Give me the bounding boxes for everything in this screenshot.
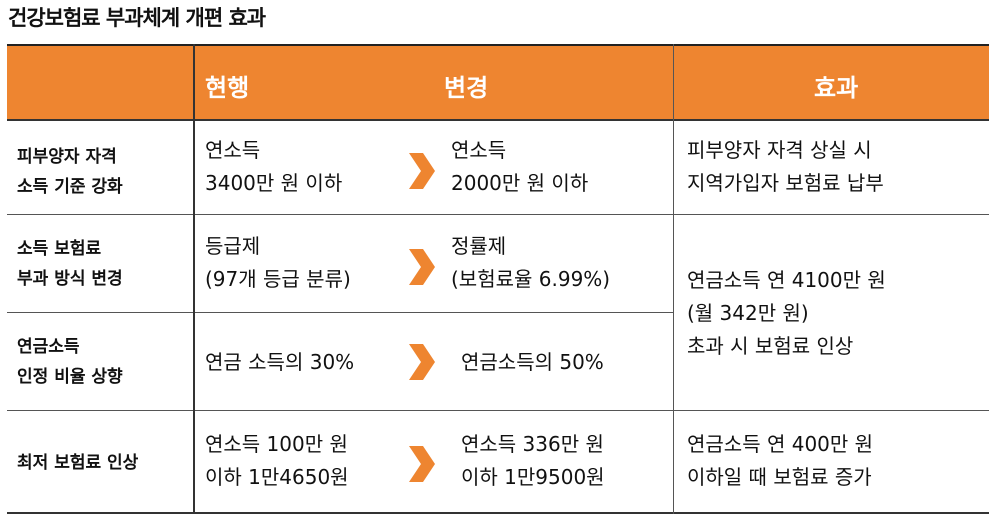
chevron-right-icon: [409, 446, 435, 482]
chevron-right-icon: [409, 249, 435, 285]
row-label: 연금소득 인정 비율 상향: [17, 337, 123, 387]
row-label: 최저 보험료 인상: [17, 453, 139, 473]
current-value: 연소득 3400만 원 이하: [205, 138, 343, 195]
row-label: 소득 보험료 부과 방식 변경: [17, 239, 123, 289]
row-divider: [7, 410, 989, 411]
label-column-divider: [193, 44, 195, 514]
chevron-right-icon: [409, 153, 435, 189]
table-bottom-border: [7, 512, 989, 514]
table-header: 현행 변경 효과: [7, 44, 989, 120]
changed-value: 연소득 336만 원 이하 1만9500원: [461, 432, 605, 489]
current-value: 연금 소득의 30%: [205, 350, 355, 374]
changed-value: 연금소득의 50%: [461, 350, 604, 374]
changed-value: 정률제 (보험료율 6.99%): [451, 234, 611, 291]
header-current: 현행: [205, 74, 250, 102]
row-divider: [7, 214, 989, 215]
header-changed: 변경: [444, 74, 489, 102]
merged-effect-value: 연금소득 연 4100만 원 (월 342만 원) 초과 시 보험료 인상: [687, 268, 886, 358]
header-effect: 효과: [814, 74, 859, 102]
page-title: 건강보험료 부과체계 개편 효과: [8, 6, 266, 30]
effect-value: 연금소득 연 400만 원 이하일 때 보험료 증가: [687, 432, 874, 489]
row-label: 피부양자 자격 소득 기준 강화: [17, 147, 123, 197]
effect-value: 피부양자 자격 상실 시 지역가입자 보험료 납부: [687, 138, 884, 195]
current-value: 연소득 100만 원 이하 1만4650원: [205, 432, 349, 489]
header-divider: [7, 119, 989, 121]
changed-value: 연소득 2000만 원 이하: [451, 138, 589, 195]
chevron-right-icon: [409, 344, 435, 380]
reform-table: 현행 변경 효과 피부양자 자격 소득 기준 강화 연소득 3400만 원 이하…: [7, 44, 989, 514]
effect-column-divider: [673, 44, 674, 514]
row-divider: [7, 312, 673, 313]
current-value: 등급제 (97개 등급 분류): [205, 234, 351, 291]
